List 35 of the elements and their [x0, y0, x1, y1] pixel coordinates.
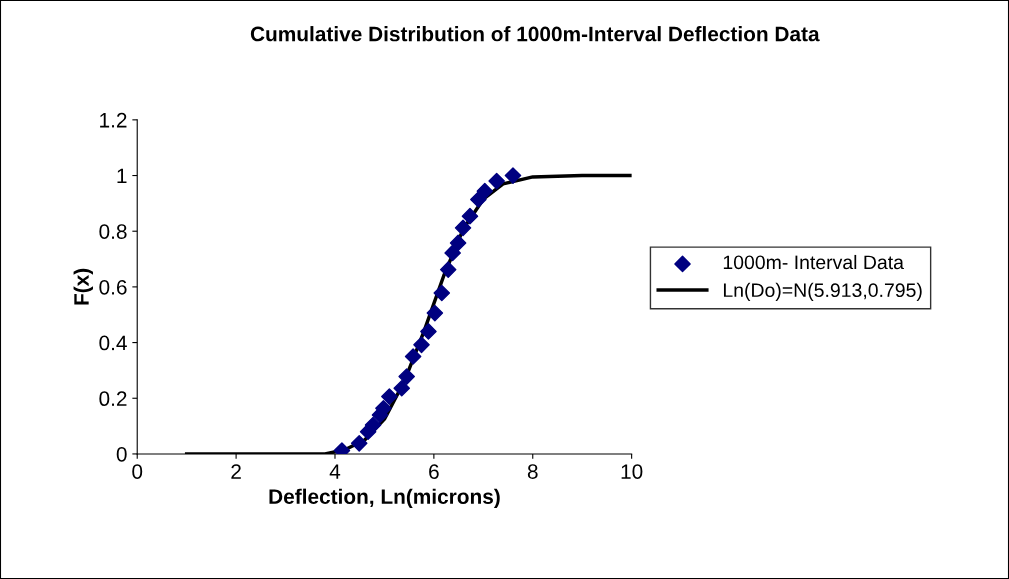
point	[449, 234, 467, 252]
legend-label: 1000m- Interval Data	[723, 254, 904, 270]
point	[488, 172, 505, 190]
x-tick-label: 4	[329, 464, 341, 479]
point	[426, 304, 444, 322]
y-tick-label: 0.6	[99, 279, 127, 295]
point	[393, 379, 411, 397]
x-axis-title: Deflection, Ln(microns)	[269, 488, 500, 509]
point	[381, 388, 398, 405]
chart-title: Cumulative Distribution of 1000m-Interval Deflection Data	[250, 26, 820, 42]
x-tick-label: 6	[429, 464, 439, 479]
point	[404, 348, 422, 365]
point	[476, 182, 494, 200]
point	[350, 435, 368, 452]
legend-label: Ln(Do)=N(5.913,0.795)	[723, 282, 922, 301]
point	[413, 336, 430, 354]
point	[398, 368, 415, 385]
x-tick-label: 8	[527, 464, 538, 479]
y-tick-label: 0.2	[99, 391, 127, 407]
y-tick-label: 1.2	[100, 112, 127, 128]
x-tick-label: 10	[621, 464, 643, 479]
point	[454, 219, 472, 237]
y-tick-label: 0	[116, 446, 127, 462]
y-tick-label: 0.4	[99, 335, 127, 351]
point	[461, 207, 479, 225]
x-tick-label: 0	[132, 464, 143, 479]
point	[420, 323, 437, 340]
y-tick-label: 0.8	[99, 224, 127, 239]
y-axis-title: F(x)	[73, 268, 93, 305]
point	[439, 261, 457, 278]
point	[433, 284, 451, 302]
x-tick-label: 2	[231, 464, 241, 479]
y-tick-label: 1	[117, 168, 127, 184]
point	[504, 167, 522, 184]
point	[444, 244, 461, 262]
